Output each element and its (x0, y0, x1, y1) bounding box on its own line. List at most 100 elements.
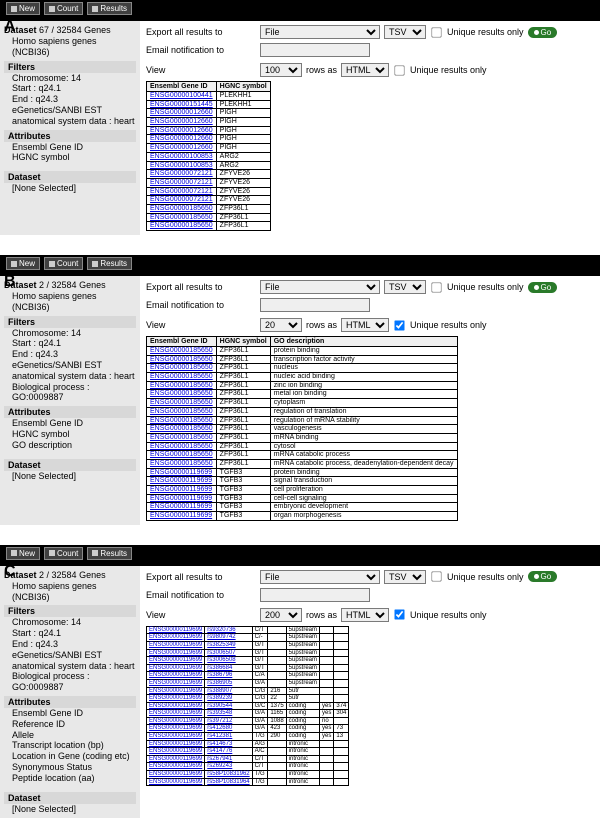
export-format-select[interactable]: TSV (384, 25, 426, 39)
cell[interactable]: ENSG00000012660 (147, 109, 217, 118)
cell[interactable]: ENSG00000185650 (147, 407, 217, 416)
cell[interactable]: ENSG00000185650 (147, 416, 217, 425)
cell[interactable]: ENSG00000119699 (147, 626, 205, 634)
cell[interactable]: ENSG00000119699 (147, 740, 205, 748)
cell[interactable]: ENSG00000185650 (147, 442, 217, 451)
view-unique-checkbox[interactable] (394, 610, 404, 620)
go-button[interactable]: Go (528, 571, 558, 582)
count-button[interactable]: Count (44, 2, 83, 15)
cell[interactable]: ENSG00000185650 (147, 451, 217, 460)
cell[interactable]: rs390544 (205, 702, 252, 710)
cell[interactable]: ENSG00000119699 (147, 725, 205, 733)
cell[interactable]: rs414673 (205, 740, 252, 748)
cell[interactable]: ENSG00000119699 (147, 710, 205, 718)
cell[interactable]: rs3006508 (205, 657, 252, 665)
cell[interactable]: ENSG00000012660 (147, 144, 217, 153)
cell[interactable]: ENSG00000185650 (147, 399, 217, 408)
cell[interactable]: ENSG00000012660 (147, 135, 217, 144)
cell[interactable]: ENSG00000185650 (147, 433, 217, 442)
cell[interactable]: rs386905 (205, 679, 252, 687)
view-format-select[interactable]: HTML (341, 318, 389, 332)
cell[interactable]: ENSG00000119699 (147, 641, 205, 649)
cell[interactable]: ENSG00000119699 (147, 778, 205, 786)
results-button[interactable]: Results (87, 2, 132, 15)
cell[interactable]: ENSG00000119699 (147, 503, 217, 512)
view-format-select[interactable]: HTML (341, 608, 389, 622)
cell[interactable]: ENSG00000185650 (147, 459, 217, 468)
cell[interactable]: rs412680 (205, 725, 252, 733)
cell[interactable]: rs389239 (205, 695, 252, 703)
email-input[interactable] (260, 43, 370, 57)
cell[interactable]: ENSG00000012660 (147, 126, 217, 135)
email-input[interactable] (260, 588, 370, 602)
cell[interactable]: ENSG00000119699 (147, 486, 217, 495)
cell[interactable]: ENSG00000119699 (147, 687, 205, 695)
cell[interactable]: rs269243 (205, 763, 252, 771)
cell[interactable]: ENSG00000119699 (147, 512, 217, 521)
view-unique-checkbox[interactable] (394, 65, 404, 75)
go-button[interactable]: Go (528, 282, 558, 293)
export-unique-checkbox[interactable] (431, 282, 441, 292)
count-button[interactable]: Count (44, 257, 83, 270)
export-unique-checkbox[interactable] (431, 572, 441, 582)
cell[interactable]: ENSG00000119699 (147, 672, 205, 680)
cell[interactable]: rs412381 (205, 733, 252, 741)
cell[interactable]: ENSG00000119699 (147, 702, 205, 710)
view-count-select[interactable]: 200 (260, 608, 302, 622)
go-button[interactable]: Go (528, 27, 558, 38)
export-format-select[interactable]: TSV (384, 280, 426, 294)
cell[interactable]: rs3825349 (205, 641, 252, 649)
view-count-select[interactable]: 100 (260, 63, 302, 77)
cell[interactable]: ENSG00000119699 (147, 771, 205, 779)
results-button[interactable]: Results (87, 547, 132, 560)
cell[interactable]: rs386796 (205, 672, 252, 680)
view-count-select[interactable]: 20 (260, 318, 302, 332)
cell[interactable]: ENSG00000119699 (147, 657, 205, 665)
cell[interactable]: rs267941 (205, 755, 252, 763)
cell[interactable]: ENSG00000072121 (147, 196, 217, 205)
email-input[interactable] (260, 298, 370, 312)
cell[interactable]: rs9809742 (205, 634, 252, 642)
cell[interactable]: ENSG00000185650 (147, 381, 217, 390)
cell[interactable]: ENSG00000119699 (147, 763, 205, 771)
cell[interactable]: rs397212 (205, 717, 252, 725)
export-target-select[interactable]: File (260, 570, 380, 584)
view-format-select[interactable]: HTML (341, 63, 389, 77)
cell[interactable]: ENSG00000072121 (147, 178, 217, 187)
cell[interactable]: ENSG00000119699 (147, 755, 205, 763)
cell[interactable]: rs9320736 (205, 626, 252, 634)
cell[interactable]: ENSG00000119699 (147, 494, 217, 503)
cell[interactable]: ENSG00000185650 (147, 373, 217, 382)
cell[interactable]: rs386684 (205, 664, 252, 672)
cell[interactable]: ENSG00000119699 (147, 748, 205, 756)
cell[interactable]: ENSG00000119699 (147, 468, 217, 477)
cell[interactable]: ENSG00000119699 (147, 733, 205, 741)
cell[interactable]: ENSG00000100853 (147, 152, 217, 161)
cell[interactable]: rs58P10831962 (205, 771, 252, 779)
cell[interactable]: ENSG00000119699 (147, 695, 205, 703)
cell[interactable]: ENSG00000185650 (147, 355, 217, 364)
cell[interactable]: ENSG00000119699 (147, 649, 205, 657)
export-unique-checkbox[interactable] (431, 27, 441, 37)
cell[interactable]: rs393548 (205, 710, 252, 718)
cell[interactable]: rs3006507 (205, 649, 252, 657)
cell[interactable]: ENSG00000119699 (147, 717, 205, 725)
cell[interactable]: rs388907 (205, 687, 252, 695)
cell[interactable]: ENSG00000100853 (147, 161, 217, 170)
cell[interactable]: ENSG00000100441 (147, 92, 217, 101)
cell[interactable]: ENSG00000185650 (147, 390, 217, 399)
cell[interactable]: ENSG00000151445 (147, 100, 217, 109)
cell[interactable]: ENSG00000185650 (147, 204, 217, 213)
new-button[interactable]: New (6, 2, 40, 15)
cell[interactable]: ENSG00000185650 (147, 347, 217, 356)
export-format-select[interactable]: TSV (384, 570, 426, 584)
new-button[interactable]: New (6, 547, 40, 560)
new-button[interactable]: New (6, 257, 40, 270)
cell[interactable]: ENSG00000072121 (147, 170, 217, 179)
view-unique-checkbox[interactable] (394, 320, 404, 330)
cell[interactable]: ENSG00000185650 (147, 425, 217, 434)
cell[interactable]: ENSG00000119699 (147, 634, 205, 642)
cell[interactable]: ENSG00000185650 (147, 364, 217, 373)
cell[interactable]: ENSG00000119699 (147, 679, 205, 687)
cell[interactable]: ENSG00000119699 (147, 477, 217, 486)
